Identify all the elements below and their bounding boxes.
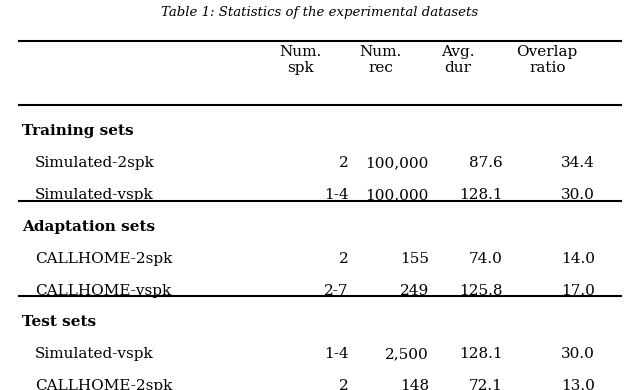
Text: CALLHOME-2spk: CALLHOME-2spk <box>35 252 173 266</box>
Text: 100,000: 100,000 <box>365 188 429 202</box>
Text: CALLHOME-2spk: CALLHOME-2spk <box>35 379 173 390</box>
Text: 13.0: 13.0 <box>561 379 595 390</box>
Text: Num.
spk: Num. spk <box>280 45 322 75</box>
Text: 30.0: 30.0 <box>561 188 595 202</box>
Text: 155: 155 <box>400 252 429 266</box>
Text: 17.0: 17.0 <box>561 284 595 298</box>
Text: CALLHOME-vspk: CALLHOME-vspk <box>35 284 172 298</box>
Text: Overlap
ratio: Overlap ratio <box>516 45 578 75</box>
Text: Adaptation sets: Adaptation sets <box>22 220 156 234</box>
Text: Test sets: Test sets <box>22 315 97 329</box>
Text: Training sets: Training sets <box>22 124 134 138</box>
Text: 87.6: 87.6 <box>468 156 502 170</box>
Text: Num.
rec: Num. rec <box>360 45 402 75</box>
Text: Simulated-2spk: Simulated-2spk <box>35 156 155 170</box>
Text: Avg.
dur: Avg. dur <box>441 45 474 75</box>
Text: 2: 2 <box>339 156 349 170</box>
Text: 72.1: 72.1 <box>468 379 502 390</box>
Text: 128.1: 128.1 <box>459 347 502 361</box>
Text: Simulated-vspk: Simulated-vspk <box>35 347 154 361</box>
Text: 34.4: 34.4 <box>561 156 595 170</box>
Text: 100,000: 100,000 <box>365 156 429 170</box>
Text: 249: 249 <box>399 284 429 298</box>
Text: 125.8: 125.8 <box>459 284 502 298</box>
Text: 2: 2 <box>339 252 349 266</box>
Text: Simulated-vspk: Simulated-vspk <box>35 188 154 202</box>
Text: 1-4: 1-4 <box>324 188 349 202</box>
Text: 148: 148 <box>399 379 429 390</box>
Text: 74.0: 74.0 <box>468 252 502 266</box>
Text: 1-4: 1-4 <box>324 347 349 361</box>
Text: 128.1: 128.1 <box>459 188 502 202</box>
Text: 30.0: 30.0 <box>561 347 595 361</box>
Text: 2: 2 <box>339 379 349 390</box>
Text: 14.0: 14.0 <box>561 252 595 266</box>
Text: 2-7: 2-7 <box>324 284 349 298</box>
Text: Table 1: Statistics of the experimental datasets: Table 1: Statistics of the experimental … <box>161 6 479 19</box>
Text: 2,500: 2,500 <box>385 347 429 361</box>
